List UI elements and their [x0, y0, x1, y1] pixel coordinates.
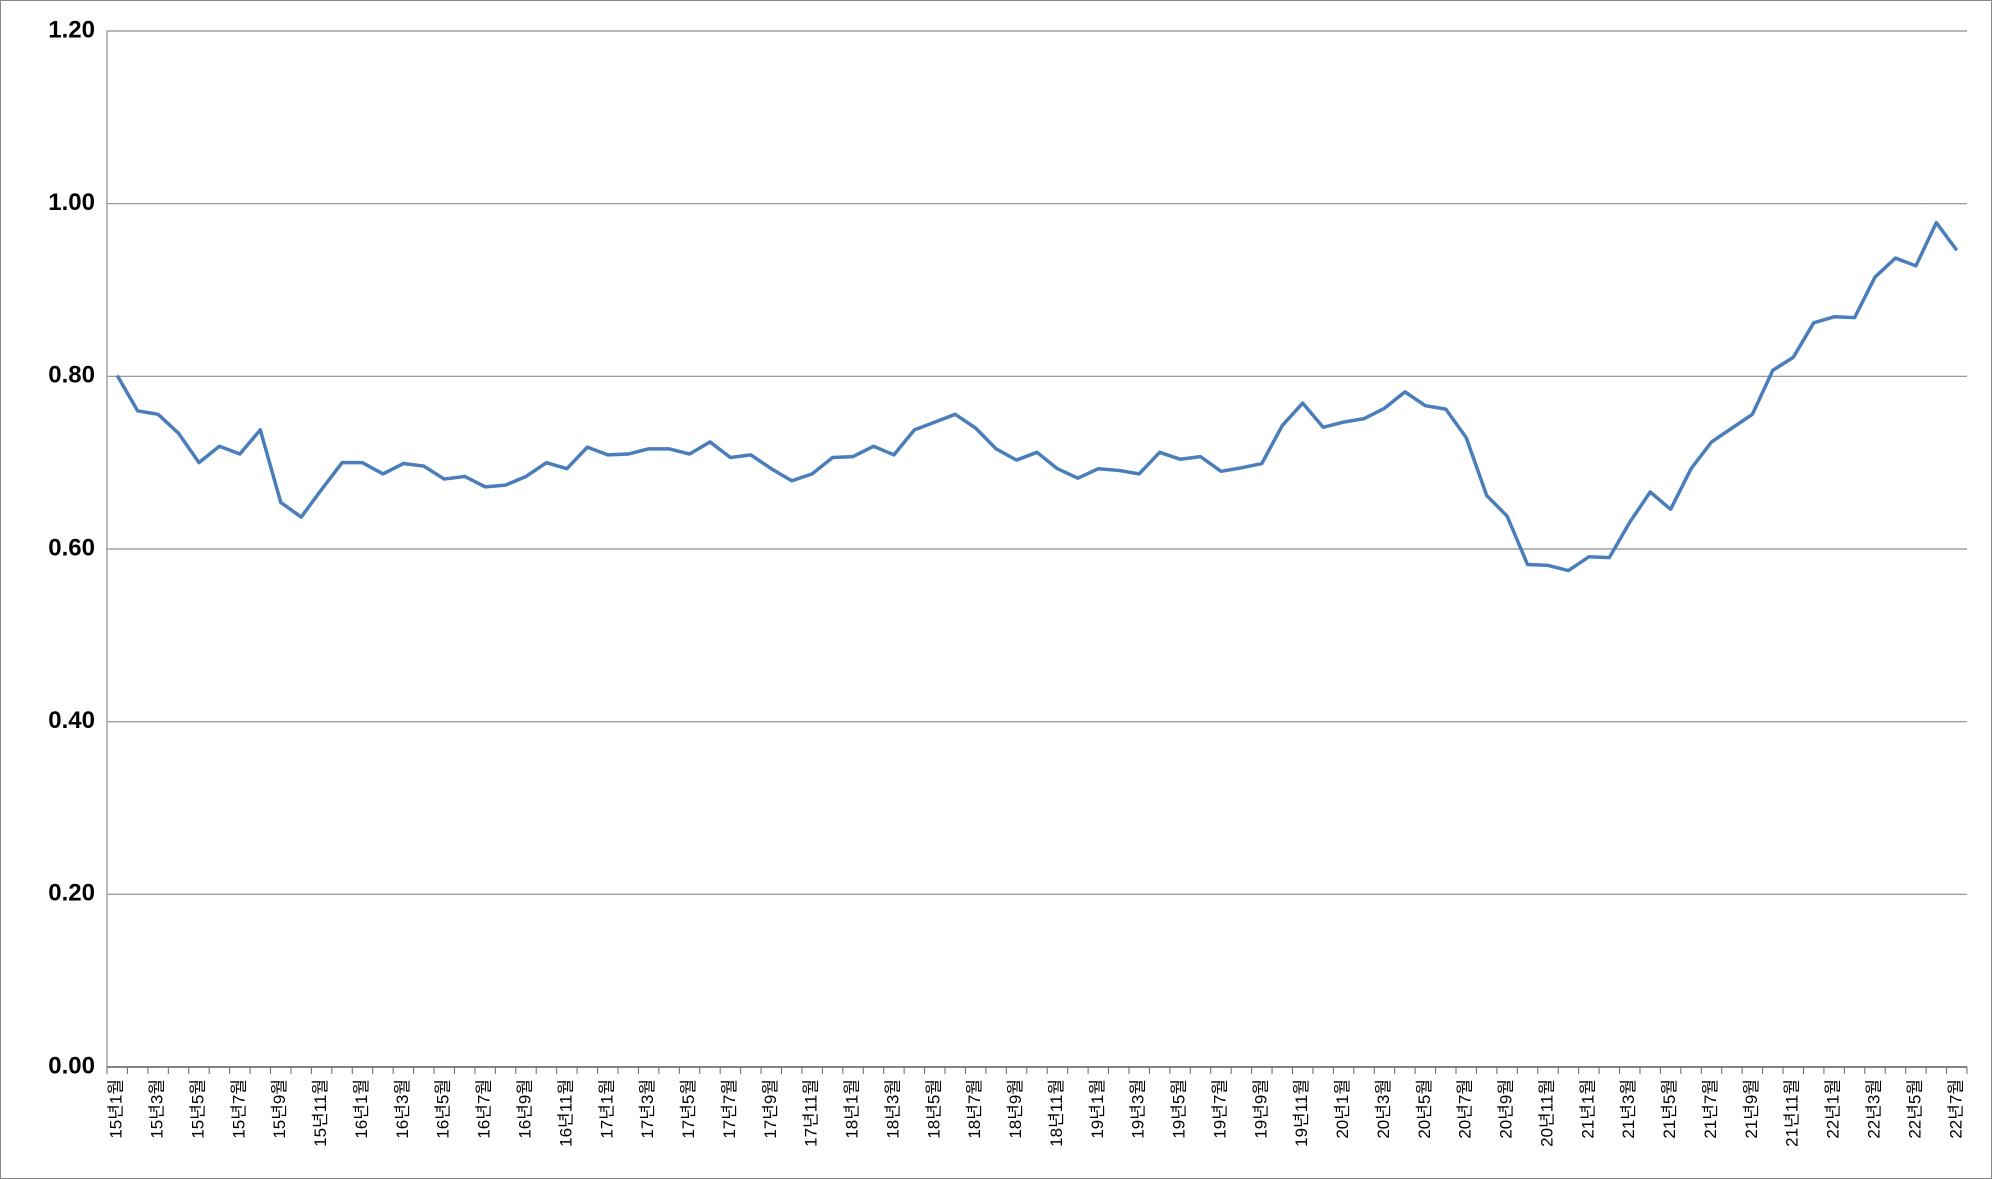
x-tick-label: 20년7월 — [1456, 1079, 1475, 1139]
x-tick-label: 17년5월 — [679, 1079, 698, 1139]
y-tick-label: 0.80 — [48, 362, 95, 389]
x-tick-label: 19년11월 — [1292, 1079, 1311, 1147]
x-tick-label: 18년1월 — [843, 1079, 862, 1139]
x-tick-label: 19년3월 — [1129, 1079, 1148, 1139]
x-tick-label: 21년5월 — [1660, 1079, 1679, 1139]
y-tick-label: 1.00 — [48, 189, 95, 216]
x-tick-label: 20년5월 — [1415, 1079, 1434, 1139]
x-tick-label: 15년7월 — [229, 1079, 248, 1139]
x-tick-label: 16년1월 — [352, 1079, 371, 1139]
x-tick-label: 17년11월 — [802, 1079, 821, 1147]
x-tick-label: 20년11월 — [1537, 1079, 1556, 1147]
x-tick-label: 22년5월 — [1905, 1079, 1924, 1139]
x-tick-label: 16년7월 — [475, 1079, 494, 1139]
x-tick-label: 16년11월 — [556, 1079, 575, 1147]
data-line — [115, 220, 1959, 573]
y-tick-label: 1.20 — [48, 16, 95, 43]
x-tick-label: 15년3월 — [148, 1079, 167, 1139]
x-tick-label: 21년7월 — [1701, 1079, 1720, 1139]
x-tick-label: 19년5월 — [1170, 1079, 1189, 1139]
x-tick-label: 15년9월 — [270, 1079, 289, 1139]
x-tick-label: 18년11월 — [1047, 1079, 1066, 1147]
x-tick-label: 18년9월 — [1006, 1079, 1025, 1139]
x-tick-label: 15년11월 — [311, 1079, 330, 1147]
x-tick-label: 21년3월 — [1619, 1079, 1638, 1139]
x-tick-label: 22년7월 — [1946, 1079, 1965, 1139]
y-tick-label: 0.00 — [48, 1052, 95, 1079]
x-tick-label: 22년1월 — [1824, 1079, 1843, 1139]
x-tick-label: 17년3월 — [638, 1079, 657, 1139]
x-tick-label: 22년3월 — [1865, 1079, 1884, 1139]
y-tick-label: 0.20 — [48, 880, 95, 907]
x-tick-label: 16년5월 — [434, 1079, 453, 1139]
x-tick-label: 20년1월 — [1333, 1079, 1352, 1139]
x-tick-label: 18년3월 — [883, 1079, 902, 1139]
x-tick-label: 18년5월 — [924, 1079, 943, 1139]
x-tick-label: 15년5월 — [188, 1079, 207, 1139]
x-tick-label: 16년9월 — [515, 1079, 534, 1139]
x-tick-label: 20년3월 — [1374, 1079, 1393, 1139]
x-tick-label: 20년9월 — [1497, 1079, 1516, 1139]
x-tick-label: 17년9월 — [761, 1079, 780, 1139]
x-tick-label: 21년1월 — [1578, 1079, 1597, 1139]
y-tick-label: 0.60 — [48, 534, 95, 561]
x-tick-label: 19년9월 — [1251, 1079, 1270, 1139]
x-tick-label: 17년7월 — [720, 1079, 739, 1139]
x-tick-label: 18년7월 — [965, 1079, 984, 1139]
x-tick-label: 15년1월 — [107, 1079, 126, 1139]
x-tick-label: 21년9월 — [1742, 1079, 1761, 1139]
y-tick-label: 0.40 — [48, 707, 95, 734]
x-tick-label: 19년1월 — [1088, 1079, 1107, 1139]
x-tick-label: 21년11월 — [1783, 1079, 1802, 1147]
x-tick-label: 16년3월 — [393, 1079, 412, 1139]
x-tick-label: 19년7월 — [1210, 1079, 1229, 1139]
x-tick-label: 17년1월 — [597, 1079, 616, 1139]
